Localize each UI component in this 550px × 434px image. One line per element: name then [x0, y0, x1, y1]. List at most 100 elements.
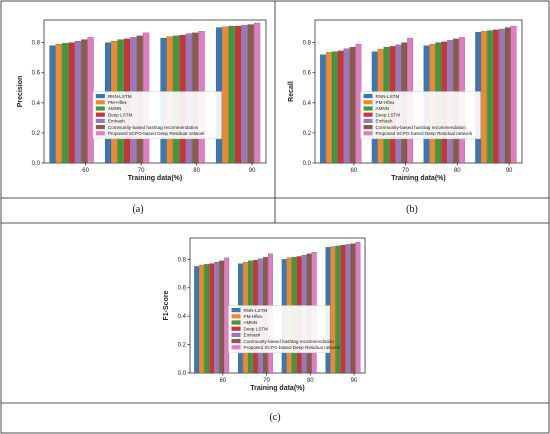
legend-entry: Community-based hashtag recommendation: [376, 125, 467, 130]
bar-3-90: [228, 25, 235, 164]
bar-2-90: [222, 26, 229, 164]
legend-swatch: [363, 118, 373, 123]
legend-swatch: [95, 112, 105, 117]
x-tick-label: 60: [219, 378, 226, 384]
bar-6-60: [81, 39, 88, 164]
legend-entry: Proposed SCPO-based Deep Residual networ…: [244, 345, 341, 350]
legend-swatch: [363, 100, 373, 105]
y-tick-label: 0.0: [178, 371, 187, 377]
bar-5-60: [214, 262, 220, 374]
bar-6-60: [349, 46, 356, 164]
bar-7-90: [510, 25, 517, 164]
bar-5-60: [343, 48, 350, 164]
x-tick-label: 80: [307, 378, 314, 384]
legend-swatch: [231, 308, 241, 313]
y-tick-label: 0.6: [178, 286, 187, 292]
legend-box: [228, 305, 331, 354]
legend-swatch: [231, 332, 241, 337]
legend-swatch: [95, 94, 105, 99]
panel-c-chart: 0.0 0.2 0.4 0.6 0.8 60 70 80 90 Training data(%) F…: [163, 237, 366, 392]
x-tick-label: 90: [506, 168, 513, 174]
legend-entry: Community-based hashtag recommendation: [108, 125, 199, 130]
bar-3-90: [487, 30, 493, 164]
y-tick-label: 0.6: [32, 71, 41, 77]
bar-4-60: [209, 263, 215, 374]
bar-3-90: [335, 245, 341, 374]
legend-entry: RNN-LSTM: [244, 308, 268, 313]
bar-1-60: [194, 266, 200, 374]
legend-entry: Emhash: [108, 119, 125, 124]
y-tick-label: 0.4: [178, 314, 187, 320]
x-axis-label: Training data(%): [128, 175, 182, 182]
x-tick-label: 80: [454, 168, 461, 174]
bar-6-90: [350, 243, 356, 374]
y-axis-label: Recall: [288, 81, 295, 102]
bar-5-90: [241, 25, 248, 164]
bar-6-60: [219, 260, 225, 374]
legend-entry: Community-based hashtag recommendation: [244, 339, 335, 344]
legend-swatch: [231, 345, 241, 350]
legend-swatch: [363, 125, 373, 130]
bar-7-60: [224, 257, 230, 374]
legend-box: [360, 91, 481, 140]
y-tick-label: 0.2: [32, 131, 41, 137]
legend-box: [92, 91, 222, 140]
bar-5-90: [345, 244, 351, 374]
x-tick-label: 90: [249, 168, 256, 174]
legend-swatch: [363, 94, 373, 99]
y-axis-label: Precision: [17, 76, 24, 108]
legend-entry: Deep LSTM: [376, 112, 401, 117]
y-tick-label: 0.0: [303, 161, 312, 167]
y-tick-label: 0.0: [32, 161, 41, 167]
y-axis-label: F1-Score: [163, 290, 170, 320]
panel-label-a: (a): [132, 204, 143, 215]
x-axis-label: Training data(%): [391, 175, 445, 182]
bar-3-60: [204, 264, 210, 374]
bar-6-90: [504, 27, 511, 164]
bar-5-60: [74, 40, 81, 164]
x-tick-label: 80: [193, 168, 200, 174]
bar-2-60: [55, 43, 62, 164]
bar-3-60: [331, 51, 338, 164]
x-tick-label: 70: [138, 168, 145, 174]
bar-4-90: [340, 245, 346, 374]
x-axis-label: Training data(%): [250, 385, 304, 392]
bar-7-90: [355, 242, 361, 374]
bar-4-60: [68, 42, 75, 164]
legend-swatch: [231, 326, 241, 331]
bar-3-60: [62, 43, 69, 164]
legend-entry: Deep LSTM: [244, 326, 269, 331]
x-tick-label: 60: [82, 168, 89, 174]
legend-swatch: [363, 131, 373, 136]
y-tick-label: 0.2: [303, 131, 312, 137]
bar-4-60: [337, 50, 344, 164]
legend-swatch: [95, 125, 105, 130]
legend-entry: Emhash: [376, 119, 393, 124]
bar-2-60: [325, 52, 332, 164]
legend-swatch: [231, 320, 241, 325]
legend-entry: RNN-LSTM: [376, 94, 400, 99]
legend-swatch: [231, 314, 241, 319]
bar-2-90: [330, 246, 336, 374]
y-tick-label: 0.4: [303, 101, 312, 107]
legend-entry: Deep LSTM: [108, 112, 133, 117]
legend-swatch: [95, 118, 105, 123]
panel-label-c: (c): [269, 412, 280, 423]
x-tick-label: 60: [350, 168, 357, 174]
panel-b-chart: 0.0 0.2 0.4 0.6 0.8 60 70 80 90 Training data(%) R…: [288, 19, 523, 182]
legend-swatch: [95, 106, 105, 111]
x-tick-label: 70: [263, 378, 270, 384]
legend-entry: Emhash: [244, 333, 261, 338]
bar-1-60: [49, 45, 56, 164]
legend-entry: Proposed SCPO-based Deep Residual networ…: [376, 131, 473, 136]
y-tick-label: 0.8: [178, 257, 187, 263]
x-tick-label: 90: [351, 378, 358, 384]
bar-7-90: [254, 22, 261, 164]
legend-swatch: [95, 131, 105, 136]
bar-2-60: [199, 264, 205, 374]
bar-4-90: [234, 25, 242, 164]
legend-entry: AMNN: [244, 320, 258, 325]
legend-swatch: [95, 100, 105, 105]
